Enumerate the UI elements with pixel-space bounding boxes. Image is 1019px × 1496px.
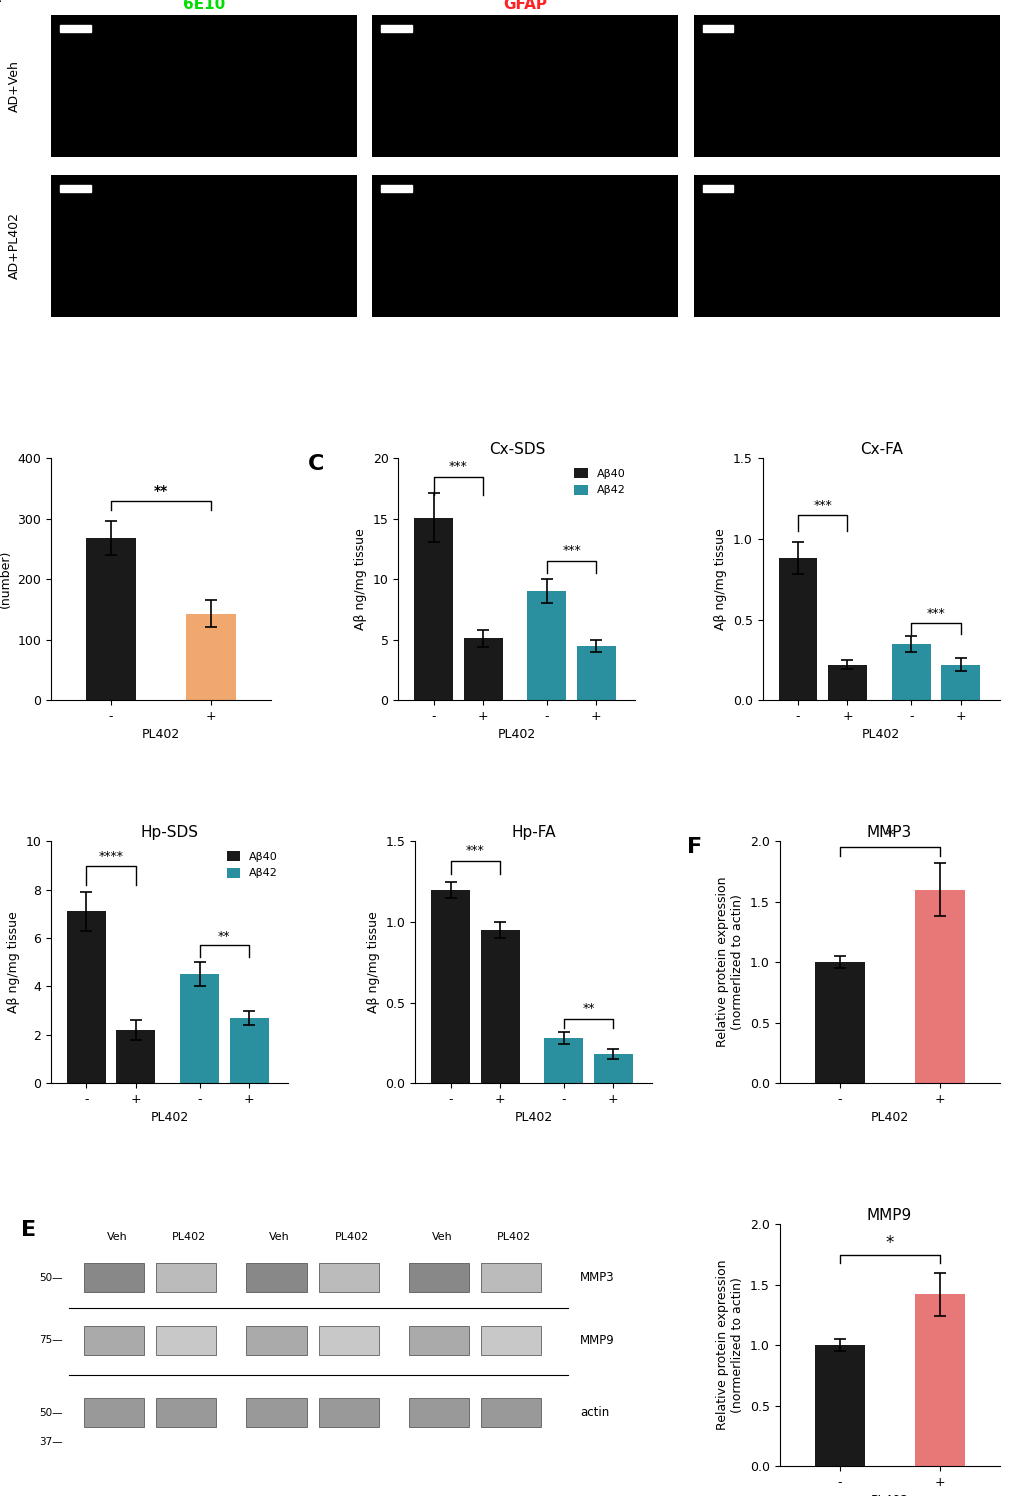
Title: MMP9: MMP9 — [866, 1209, 911, 1224]
Bar — [827, 664, 866, 700]
FancyBboxPatch shape — [480, 1399, 540, 1427]
FancyBboxPatch shape — [247, 1399, 307, 1427]
Bar — [464, 639, 502, 700]
Text: 50—: 50— — [40, 1408, 63, 1418]
Text: ***: *** — [925, 606, 945, 619]
Title: 6E10: 6E10 — [182, 0, 225, 12]
FancyBboxPatch shape — [156, 1325, 216, 1355]
FancyBboxPatch shape — [409, 1263, 469, 1293]
Title: Cx-SDS: Cx-SDS — [488, 443, 544, 458]
Text: **: ** — [218, 931, 230, 942]
Text: C: C — [308, 453, 324, 474]
FancyBboxPatch shape — [318, 1325, 378, 1355]
Y-axis label: Relative 6E10+ Aβ plaque
(number): Relative 6E10+ Aβ plaque (number) — [0, 497, 12, 661]
FancyBboxPatch shape — [318, 1263, 378, 1293]
FancyBboxPatch shape — [409, 1325, 469, 1355]
Text: **: ** — [154, 483, 168, 498]
Bar — [60, 184, 91, 191]
FancyBboxPatch shape — [247, 1325, 307, 1355]
Text: F: F — [687, 836, 701, 857]
Bar — [593, 1055, 632, 1083]
Text: 37—: 37— — [40, 1436, 63, 1447]
Y-axis label: Aβ ng/mg tissue: Aβ ng/mg tissue — [354, 528, 367, 630]
Bar — [381, 25, 412, 31]
Title: MMP3: MMP3 — [866, 826, 911, 841]
Text: MMP3: MMP3 — [580, 1272, 614, 1284]
Y-axis label: Aβ ng/mg tissue: Aβ ng/mg tissue — [713, 528, 727, 630]
X-axis label: PL402: PL402 — [142, 729, 180, 742]
FancyBboxPatch shape — [156, 1399, 216, 1427]
Bar — [891, 643, 929, 700]
Bar — [60, 25, 91, 31]
Text: PL402: PL402 — [496, 1231, 531, 1242]
Text: ***: *** — [561, 545, 581, 558]
Bar — [381, 184, 412, 191]
Text: E: E — [21, 1219, 36, 1240]
Bar — [67, 911, 106, 1083]
Text: actin: actin — [580, 1406, 608, 1420]
Text: PL402: PL402 — [334, 1231, 369, 1242]
Bar — [431, 890, 470, 1083]
Title: Cx-FA: Cx-FA — [859, 443, 902, 458]
Bar — [180, 974, 219, 1083]
Bar — [941, 664, 979, 700]
Bar — [544, 1038, 583, 1083]
FancyBboxPatch shape — [156, 1263, 216, 1293]
FancyBboxPatch shape — [409, 1399, 469, 1427]
Bar — [702, 25, 733, 31]
X-axis label: PL402: PL402 — [497, 729, 535, 742]
Text: ***: *** — [812, 498, 832, 512]
Text: ****: **** — [99, 850, 123, 863]
Text: MMP9: MMP9 — [580, 1334, 614, 1346]
Bar — [229, 1017, 268, 1083]
FancyBboxPatch shape — [84, 1263, 144, 1293]
FancyBboxPatch shape — [84, 1325, 144, 1355]
Bar — [185, 613, 235, 700]
X-axis label: PL402: PL402 — [150, 1112, 189, 1125]
FancyBboxPatch shape — [480, 1263, 540, 1293]
Bar — [480, 931, 519, 1083]
Text: *: * — [884, 827, 893, 845]
X-axis label: PL402: PL402 — [869, 1112, 908, 1125]
Text: ***: *** — [466, 844, 484, 857]
Text: 50—: 50— — [40, 1273, 63, 1282]
Text: **: ** — [582, 1002, 594, 1016]
Text: 75—: 75— — [40, 1336, 63, 1345]
FancyBboxPatch shape — [318, 1399, 378, 1427]
Y-axis label: Aβ ng/mg tissue: Aβ ng/mg tissue — [367, 911, 380, 1013]
Text: ***: *** — [448, 459, 468, 473]
Bar — [702, 184, 733, 191]
Bar — [777, 558, 816, 700]
Text: AD+PL402: AD+PL402 — [8, 212, 20, 280]
Bar — [914, 890, 964, 1083]
X-axis label: PL402: PL402 — [515, 1112, 552, 1125]
Title: GFAP: GFAP — [502, 0, 547, 12]
Bar — [527, 591, 566, 700]
Text: PL402: PL402 — [172, 1231, 206, 1242]
Y-axis label: Aβ ng/mg tissue: Aβ ng/mg tissue — [7, 911, 19, 1013]
Text: *: * — [884, 1234, 893, 1252]
Title: Hp-SDS: Hp-SDS — [141, 826, 199, 841]
Y-axis label: Relative protein expression
(normerlized to actin): Relative protein expression (normerlized… — [715, 1260, 744, 1430]
Bar — [814, 1345, 864, 1466]
Text: AD+Veh: AD+Veh — [8, 60, 20, 112]
X-axis label: PL402: PL402 — [869, 1495, 908, 1496]
Bar — [577, 646, 615, 700]
Text: Veh: Veh — [107, 1231, 127, 1242]
Bar — [814, 962, 864, 1083]
Bar — [414, 518, 452, 700]
Title: Hp-FA: Hp-FA — [511, 826, 555, 841]
Y-axis label: Relative protein expression
(normerlized to actin): Relative protein expression (normerlized… — [715, 877, 744, 1047]
FancyBboxPatch shape — [84, 1399, 144, 1427]
Bar — [86, 539, 136, 700]
Legend: Aβ40, Aβ42: Aβ40, Aβ42 — [222, 847, 282, 883]
Text: Veh: Veh — [269, 1231, 289, 1242]
FancyBboxPatch shape — [480, 1325, 540, 1355]
Bar — [914, 1294, 964, 1466]
Legend: Aβ40, Aβ42: Aβ40, Aβ42 — [570, 464, 629, 500]
Bar — [116, 1029, 155, 1083]
X-axis label: PL402: PL402 — [861, 729, 900, 742]
Text: Veh: Veh — [431, 1231, 451, 1242]
FancyBboxPatch shape — [247, 1263, 307, 1293]
